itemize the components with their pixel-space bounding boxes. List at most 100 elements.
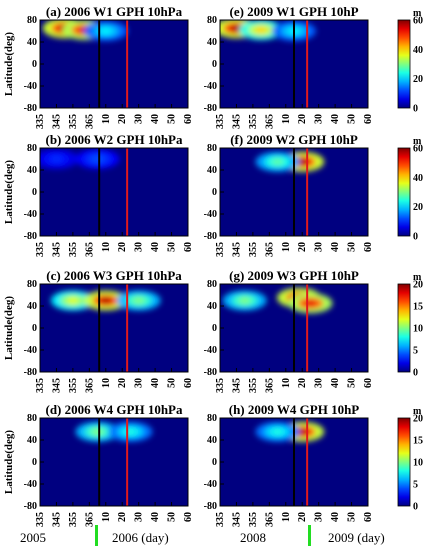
data-blobs <box>50 290 161 311</box>
colorbar-unit: m <box>413 8 422 19</box>
panel-title: (a) 2006 W1 GPH 10hPa <box>46 4 183 19</box>
colorbar-tick-label: 20 <box>413 74 423 85</box>
x-tick-label: 365 <box>84 114 95 129</box>
y-tick-label: 40 <box>207 37 217 48</box>
x-tick-label: 345 <box>51 512 62 527</box>
panel-title: (g) 2009 W3 GPH 10hP <box>229 268 359 283</box>
y-tick-label: 80 <box>27 143 37 154</box>
x-tick-label: 60 <box>363 114 374 124</box>
data-blobs <box>42 20 128 41</box>
x-tick-label: 40 <box>150 242 161 252</box>
panel-title: (f) 2009 W2 GPH 10hP <box>230 132 358 147</box>
y-tick-label: -80 <box>24 103 37 114</box>
x-tick-label: 10 <box>281 242 292 252</box>
x-tick-label: 335 <box>35 378 46 393</box>
y-tick-label: -40 <box>204 81 217 92</box>
x-tick-label: 30 <box>314 242 325 252</box>
x-tick-label: 355 <box>68 378 79 393</box>
x-tick-label: 365 <box>84 512 95 527</box>
colorbar <box>397 417 411 507</box>
x-tick-label: 30 <box>134 378 145 388</box>
y-tick-label: 40 <box>27 435 37 446</box>
x-tick-label: 335 <box>35 242 46 257</box>
x-tick-label: 30 <box>134 242 145 252</box>
y-tick-label: 80 <box>27 279 37 290</box>
colorbar-tick-label: 15 <box>413 436 423 447</box>
x-tick-label: 345 <box>51 242 62 257</box>
panel-1: (b) 2006 W2 GPH 10hPa 80 40 0 -40 -80 Latitude… <box>3 132 194 257</box>
bottom-year-2006: 2006 (day) <box>112 530 169 545</box>
data-blob-core <box>50 155 63 163</box>
x-tick-label: 60 <box>183 242 194 252</box>
data-blob-core <box>296 158 309 166</box>
x-tick-label: 355 <box>248 242 259 257</box>
data-blobs <box>220 20 316 41</box>
y-tick-label: 80 <box>27 15 37 26</box>
x-tick-label: 30 <box>134 512 145 522</box>
y-axis-label: Latitude(deg) <box>3 160 15 225</box>
colorbar-tick-label: 0 <box>413 368 418 379</box>
y-tick-label: 0 <box>32 59 37 70</box>
data-blob-core <box>99 297 112 304</box>
data-blob-core <box>255 26 268 34</box>
colorbar-unit: m <box>413 136 422 147</box>
panel-title: (d) 2006 W4 GPH 10hPa <box>46 402 183 417</box>
x-tick-label: 365 <box>84 378 95 393</box>
x-tick-label: 40 <box>330 242 341 252</box>
y-tick-label: -40 <box>24 345 37 356</box>
x-tick-label: 20 <box>297 242 308 252</box>
y-axis-label: Latitude(deg) <box>3 32 15 97</box>
y-tick-label: -80 <box>24 501 37 512</box>
x-tick-label: 60 <box>363 378 374 388</box>
bottom-year-2008: 2008 <box>240 530 266 545</box>
colorbar-tick-label: 0 <box>413 232 418 243</box>
x-tick-label: 40 <box>330 114 341 124</box>
x-tick-label: 355 <box>68 114 79 129</box>
panel-title: (e) 2009 W1 GPH 10hP <box>229 4 358 19</box>
y-tick-label: -40 <box>204 209 217 220</box>
y-tick-label: 40 <box>27 37 37 48</box>
bottom-year-2005: 2005 <box>20 530 46 545</box>
y-tick-label: -80 <box>204 501 217 512</box>
x-tick-label: 335 <box>215 242 226 257</box>
y-tick-label: 40 <box>207 301 217 312</box>
panel-0: (a) 2006 W1 GPH 10hPa 80 40 0 -40 -80 Latitude… <box>3 4 194 129</box>
data-blob-core <box>271 158 284 166</box>
x-tick-label: 345 <box>231 114 242 129</box>
x-tick-label: 365 <box>264 378 275 393</box>
x-tick-label: 345 <box>51 378 62 393</box>
year-boundary-marker-2006 <box>95 525 98 546</box>
y-tick-label: -80 <box>204 367 217 378</box>
colorbar <box>397 19 411 109</box>
x-tick-label: 30 <box>314 114 325 124</box>
y-tick-label: 0 <box>32 187 37 198</box>
colorbar-unit: m <box>413 272 422 283</box>
y-tick-label: 80 <box>207 15 217 26</box>
panel-title: (h) 2009 W4 GPH 10hP <box>229 402 360 417</box>
data-blob-core <box>271 428 284 436</box>
y-axis-label: Latitude(deg) <box>3 430 15 495</box>
x-tick-label: 355 <box>248 512 259 527</box>
bottom-year-2009: 2009 (day) <box>328 530 385 545</box>
x-tick-label: 60 <box>183 114 194 124</box>
x-tick-label: 30 <box>134 114 145 124</box>
y-tick-label: 40 <box>207 435 217 446</box>
x-tick-label: 10 <box>281 378 292 388</box>
x-tick-label: 20 <box>117 114 128 124</box>
x-tick-label: 20 <box>297 512 308 522</box>
x-tick-label: 60 <box>363 512 374 522</box>
y-tick-label: 0 <box>32 323 37 334</box>
data-blob-core <box>66 297 79 304</box>
y-tick-label: 0 <box>212 457 217 468</box>
data-blobs <box>40 149 120 169</box>
y-tick-label: 40 <box>27 165 37 176</box>
x-tick-label: 50 <box>347 378 358 388</box>
panel-title: (c) 2006 W3 GPH 10hPa <box>46 268 182 283</box>
x-tick-label: 50 <box>347 242 358 252</box>
x-tick-label: 10 <box>101 378 112 388</box>
x-tick-label: 10 <box>101 114 112 124</box>
x-tick-label: 10 <box>101 512 112 522</box>
